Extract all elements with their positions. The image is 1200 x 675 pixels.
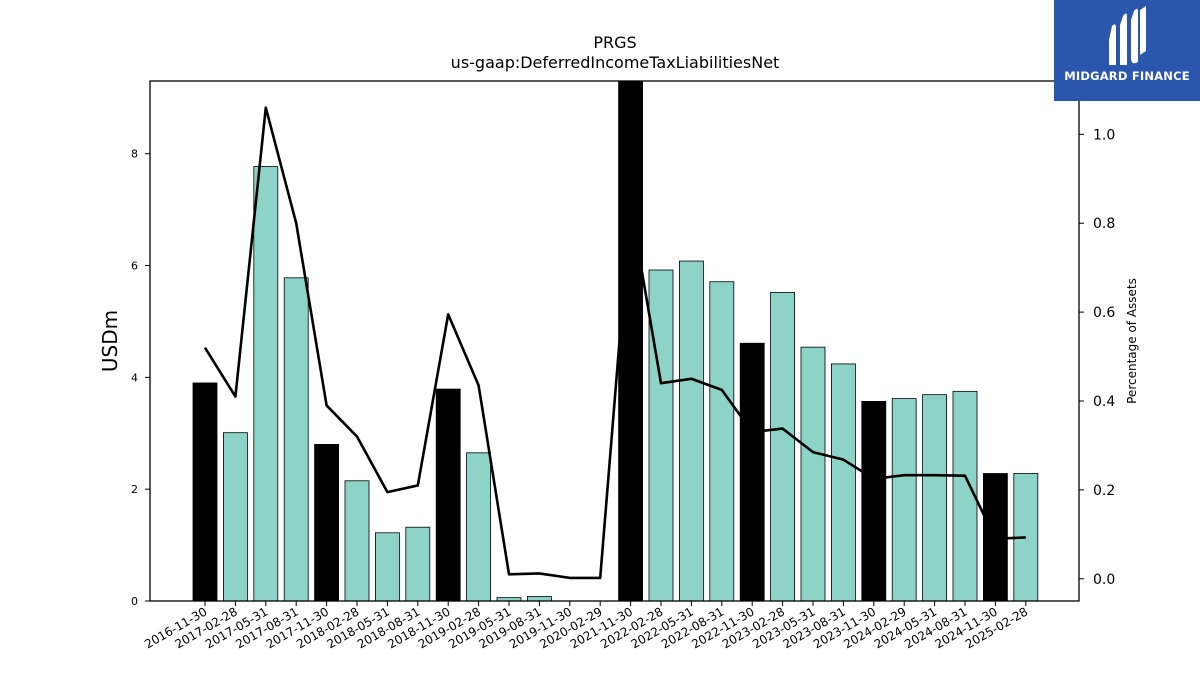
plot-frame — [149, 80, 1080, 602]
x-axis-ticks: 2016-11-302017-02-282017-05-312017-08-31… — [142, 601, 1030, 651]
midgard-logo-icon — [1109, 6, 1146, 65]
logo-text: MIDGARD FINANCE — [1064, 69, 1190, 83]
bar-2022-02-28 — [648, 269, 674, 602]
y2-tick-label: 1.0 — [1093, 127, 1115, 143]
y-tick-label: 0 — [131, 595, 138, 608]
y2-axis-label: Percentage of Assets — [1125, 278, 1139, 404]
bar-2017-02-28 — [222, 432, 248, 602]
bar-2022-08-31 — [709, 281, 735, 602]
bar-2023-02-28 — [770, 291, 795, 602]
right-axis-ticks: 0.0 0.2 0.4 0.6 0.8 1.0 — [1079, 127, 1115, 588]
bar-2018-02-28 — [344, 480, 370, 602]
bar-2019-08-31 — [527, 596, 552, 602]
bar-2022-05-31 — [679, 260, 704, 602]
bar-2024-08-31 — [952, 390, 978, 602]
bar-2018-08-31 — [405, 526, 431, 602]
y2-tick-label: 0.2 — [1093, 483, 1115, 499]
y-tick-label: 2 — [131, 483, 138, 496]
percentage-line — [203, 106, 1026, 580]
bar-2023-05-31 — [800, 346, 826, 602]
bar-2023-08-31 — [831, 363, 856, 602]
bar-2022-11-30 — [739, 342, 765, 602]
bar-2023-11-30 — [861, 400, 887, 602]
bar-2019-02-28 — [466, 452, 492, 602]
midgard-finance-logo: MIDGARD FINANCE — [1054, 0, 1200, 101]
y2-tick-label: 0.6 — [1093, 305, 1115, 321]
left-axis-ticks: 0 2 4 6 8 — [131, 148, 150, 608]
chart-title: PRGS — [593, 33, 636, 52]
bar-2017-05-31 — [253, 166, 279, 602]
y2-tick-label: 0.4 — [1093, 394, 1115, 410]
bars-group — [192, 80, 1039, 602]
bar-2017-08-31 — [283, 277, 309, 602]
y-tick-label: 8 — [131, 148, 138, 161]
y2-tick-label: 0.8 — [1093, 216, 1115, 232]
bar-2016-11-30 — [192, 382, 218, 602]
bar-2018-11-30 — [435, 388, 461, 602]
bar-2024-02-29 — [891, 398, 917, 602]
bar-2021-11-30 — [618, 80, 643, 602]
y-axis-label: USDm — [98, 310, 122, 372]
bar-2024-05-31 — [922, 394, 947, 602]
bar-2018-05-31 — [374, 532, 400, 602]
y2-tick-label: 0.0 — [1093, 572, 1115, 588]
y-tick-label: 4 — [131, 371, 138, 384]
chart-subtitle: us-gaap:DeferredIncomeTaxLiabilitiesNet — [451, 53, 780, 72]
y-tick-label: 6 — [131, 260, 138, 273]
bar-2017-11-30 — [314, 444, 340, 602]
